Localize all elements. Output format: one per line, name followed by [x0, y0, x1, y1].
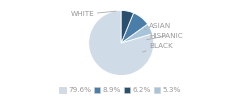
Text: HISPANIC: HISPANIC [147, 33, 183, 40]
Wedge shape [121, 10, 133, 43]
Wedge shape [121, 13, 148, 43]
Legend: 79.6%, 8.9%, 6.2%, 5.3%: 79.6%, 8.9%, 6.2%, 5.3% [56, 84, 184, 96]
Text: ASIAN: ASIAN [144, 23, 171, 29]
Text: WHITE: WHITE [71, 11, 116, 17]
Wedge shape [121, 24, 152, 43]
Wedge shape [89, 10, 154, 76]
Text: BLACK: BLACK [142, 43, 173, 52]
